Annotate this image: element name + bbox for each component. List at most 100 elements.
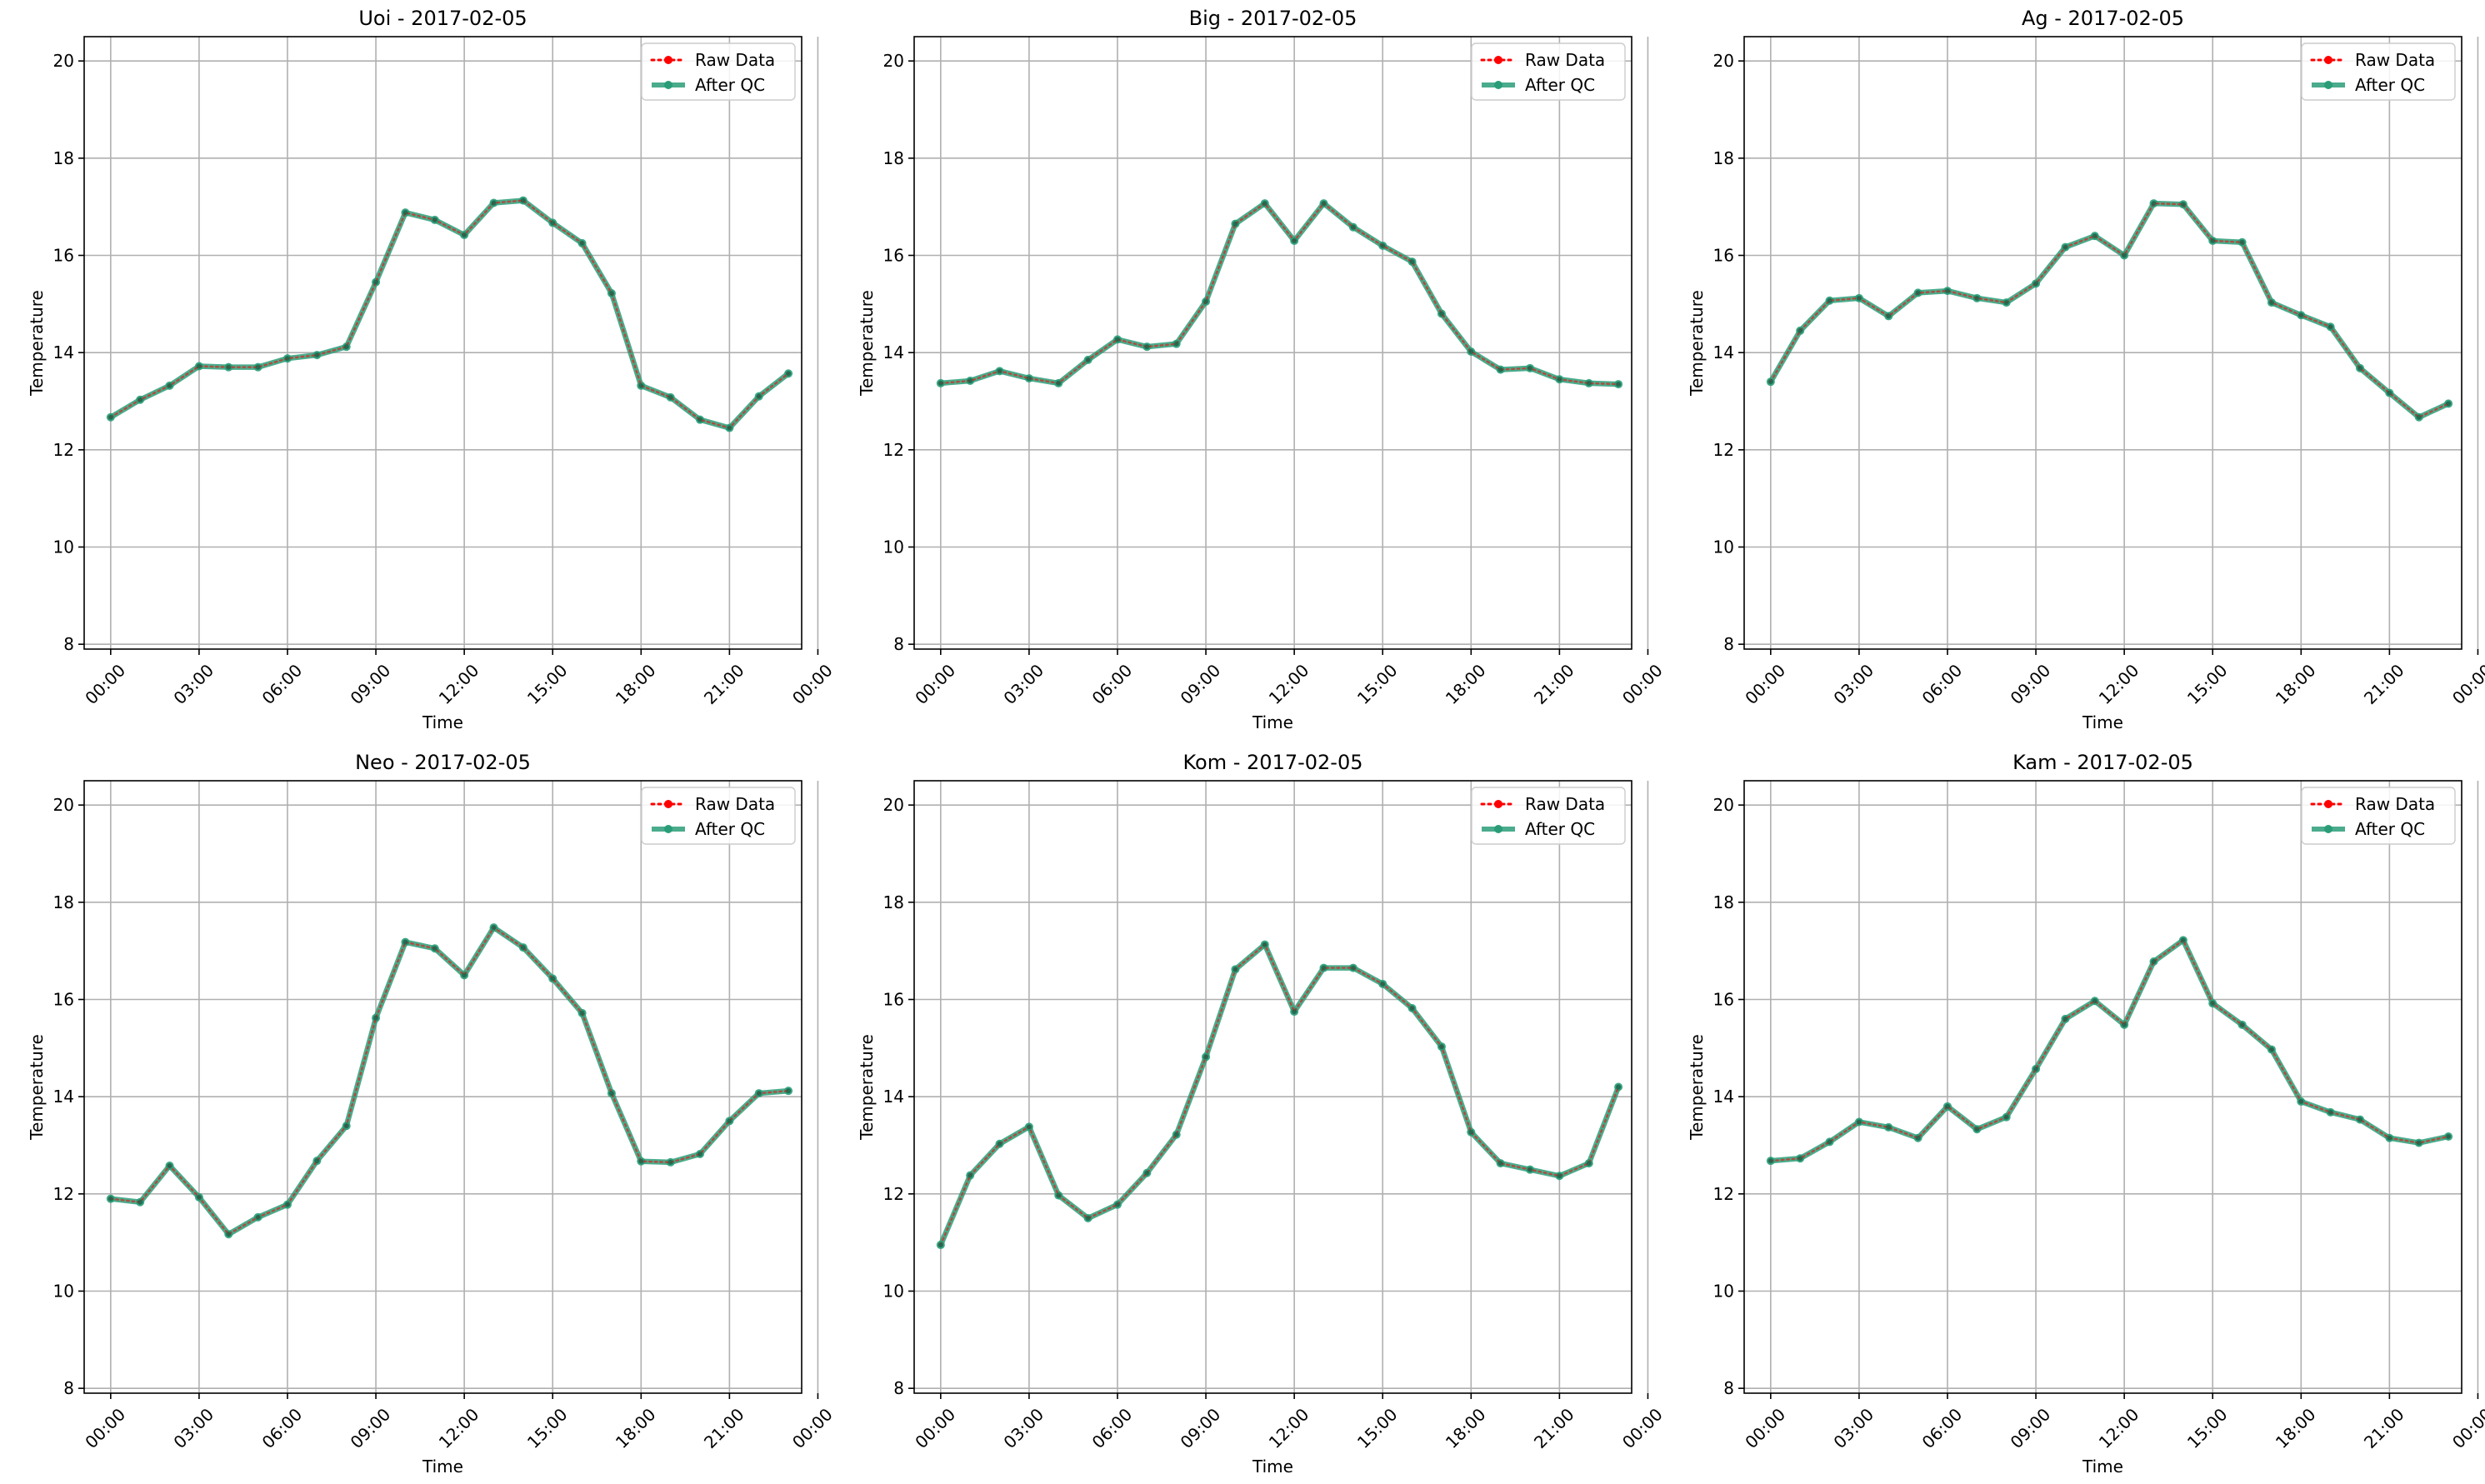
x-axis-label: Time [1252,712,1293,732]
x-tick-label: 00:00 [1618,1404,1667,1452]
point-raw-data [520,197,526,203]
x-tick-label: 18:00 [1442,1404,1490,1452]
point-raw-data [1380,981,1386,987]
point-raw-data [668,394,673,400]
point-raw-data [2387,1135,2392,1141]
point-raw-data [373,279,379,285]
axes-frame [913,780,1632,1394]
series-line-raw-data [109,199,790,429]
y-tick-label: 10 [1713,537,1734,557]
x-tick-label: 00:00 [81,660,129,708]
x-tick-label: 09:00 [1177,1404,1225,1452]
y-tick-label: 12 [1713,1184,1734,1204]
y-axis-label: Temperature [27,1034,47,1141]
point-raw-data [343,1123,349,1129]
point-raw-data [1056,380,1062,386]
series-line-after-qc [108,924,792,1237]
point-raw-data [698,1152,703,1157]
y-tick-label: 18 [53,148,74,168]
point-raw-data [1944,1103,1950,1109]
y-tick-label: 20 [53,51,74,71]
legend-marker-raw-data [2324,56,2332,64]
point-raw-data [1380,242,1386,248]
subplot-2: Ag - 2017-02-05 8 10 12 14 16 18 20 00:00 03:00 06… [1687,7,2485,732]
point-raw-data [786,1088,792,1094]
point-raw-data [2298,312,2304,318]
legend-marker-raw-data [2324,800,2332,808]
axes-frame [1743,780,2462,1394]
point-raw-data [1557,377,1562,382]
axes-frame [83,780,802,1394]
y-tick-label: 18 [883,148,904,168]
x-tick-label: 21:00 [2360,1404,2408,1452]
x-tick-label: 03:00 [169,1404,218,1452]
y-tick-label: 14 [1713,1087,1734,1107]
point-raw-data [1856,295,1862,301]
chart-title: Neo - 2017-02-05 [355,751,531,774]
point-raw-data [727,425,732,431]
point-raw-data [1409,259,1415,265]
point-raw-data [314,352,320,358]
x-tick-label: 18:00 [2272,1404,2320,1452]
point-raw-data [1262,942,1268,947]
series-line-after-qc [938,942,1622,1248]
x-tick-label: 21:00 [2360,660,2408,708]
point-raw-data [2003,1114,2009,1120]
y-tick-label: 14 [53,342,74,362]
point-raw-data [1528,365,1533,371]
x-tick-label: 12:00 [2095,1404,2143,1452]
point-raw-data [2151,201,2157,207]
x-tick-label: 15:00 [1353,1404,1402,1452]
y-tick-label: 20 [1713,51,1734,71]
point-raw-data [1292,1009,1298,1015]
point-raw-data [2416,1140,2422,1146]
point-raw-data [1321,201,1327,207]
point-raw-data [1827,297,1832,303]
point-raw-data [786,371,792,377]
x-tick-label: 03:00 [1829,1404,1878,1452]
point-raw-data [2328,324,2333,330]
point-raw-data [1173,1132,1179,1137]
x-tick-label: 00:00 [1741,1404,1789,1452]
point-raw-data [2416,414,2422,420]
y-tick-label: 20 [1713,795,1734,815]
axes-frame [1743,36,2462,650]
point-raw-data [343,344,349,350]
series-line-after-qc [938,200,1622,387]
point-raw-data [1498,367,1503,372]
point-raw-data [756,393,762,399]
point-raw-data [1144,344,1150,350]
point-raw-data [1203,1054,1209,1060]
point-raw-data [2387,390,2392,396]
y-tick-label: 8 [63,634,74,654]
series-line-raw-data [1769,202,2450,419]
legend-marker-after-qc [2324,825,2332,833]
x-tick-label: 03:00 [169,660,218,708]
point-raw-data [402,210,408,216]
x-tick-label: 00:00 [81,1404,129,1452]
point-raw-data [1409,1006,1415,1011]
point-raw-data [1173,341,1179,347]
point-raw-data [1468,1129,1474,1135]
point-raw-data [1586,380,1592,386]
point-raw-data [968,1172,973,1178]
point-raw-data [2180,202,2186,207]
x-tick-label: 15:00 [523,1404,572,1452]
point-raw-data [1350,224,1356,230]
point-raw-data [226,364,232,370]
x-tick-label: 06:00 [1088,1404,1137,1452]
point-raw-data [2210,238,2216,243]
point-raw-data [1856,1119,1862,1125]
y-tick-label: 8 [63,1378,74,1398]
point-raw-data [1350,965,1356,971]
legend-label-raw-data: Raw Data [2355,50,2435,70]
point-raw-data [138,397,143,402]
legend-label-after-qc: After QC [1525,75,1595,95]
x-tick-label: 09:00 [347,660,395,708]
point-raw-data [1915,1135,1921,1141]
y-tick-label: 18 [1713,148,1734,168]
x-tick-label: 18:00 [2272,660,2320,708]
point-raw-data [1528,1167,1533,1172]
point-raw-data [1438,1044,1444,1050]
legend-label-raw-data: Raw Data [695,50,775,70]
